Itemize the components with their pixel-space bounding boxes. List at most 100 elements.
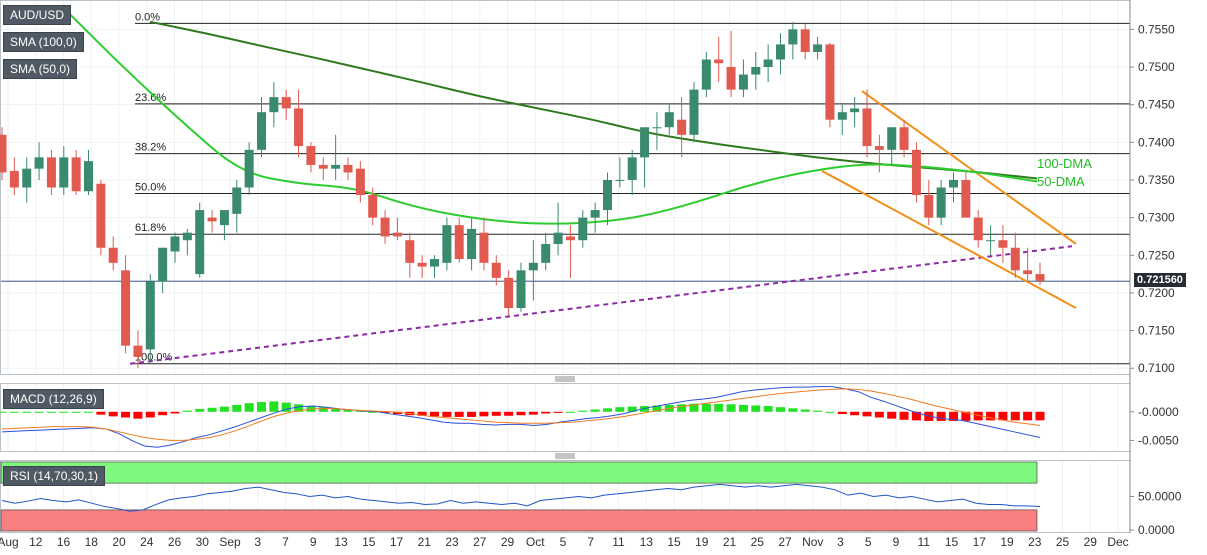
y-tick-label: 0.7150 (1138, 324, 1175, 338)
macd-label[interactable]: MACD (12,26,9) (3, 389, 104, 409)
x-tick-label: 30 (196, 535, 210, 549)
macd-bar (380, 411, 390, 413)
candle-body (454, 225, 464, 260)
macd-bar (825, 411, 835, 413)
macd-bar (22, 411, 32, 413)
macd-bar (862, 411, 872, 417)
x-tick-label: 24 (140, 535, 154, 549)
macd-y-tick-label: -0.0050 (1138, 433, 1179, 447)
x-tick-label: 25 (1056, 535, 1070, 549)
macd-y-tick-label: -0.0000 (1138, 405, 1179, 419)
candle-body (257, 112, 266, 150)
candle-body (677, 119, 687, 135)
price-pane: 0.0%23.6%38.2%50.0%61.8%100.0%100-DMA50-… (0, 0, 1131, 533)
x-tick-label: 13 (334, 535, 348, 549)
sma50-label[interactable]: SMA (50,0) (3, 59, 78, 79)
candle-body (541, 243, 551, 263)
x-tick-label: 21 (723, 535, 737, 549)
symbol-label[interactable]: AUD/USD (3, 5, 72, 25)
macd-bar (170, 411, 180, 414)
ma-annotation: 50-DMA (1037, 174, 1085, 189)
candle-body (467, 228, 477, 260)
macd-bar (615, 407, 625, 412)
macd-bar (1010, 411, 1020, 421)
macd-bar (887, 411, 897, 419)
candle-body (776, 44, 785, 60)
candle-body (973, 217, 983, 241)
x-tick-label: 29 (1084, 535, 1098, 549)
candle-body (504, 277, 514, 308)
x-tick-label: 12 (29, 535, 43, 549)
x-tick-label: 11 (612, 535, 625, 549)
y-tick-label: 0.7200 (1138, 286, 1175, 300)
x-tick-label: Sep (219, 535, 241, 549)
candle-body (590, 210, 600, 218)
candle-body (368, 195, 378, 218)
candle-body (34, 157, 44, 169)
macd-bar (430, 411, 439, 417)
candle-body (442, 225, 452, 263)
candle-body (862, 108, 872, 147)
y-tick-label: 0.7400 (1138, 135, 1175, 149)
sma100-label[interactable]: SMA (100,0) (3, 32, 84, 52)
macd-bar (726, 404, 736, 412)
candle-body (652, 127, 662, 129)
macd-bar (516, 411, 526, 416)
candle-body (430, 259, 439, 267)
candle-body (380, 217, 390, 237)
sma100-line (149, 20, 1038, 180)
rsi-overbought-zone (0, 461, 1038, 484)
rsi-line (1, 483, 1041, 512)
macd-bar (182, 410, 192, 412)
rsi-y-tick-label: 50.0000 (1138, 490, 1182, 504)
candle-body (491, 262, 501, 278)
x-tick-label: 20 (112, 535, 126, 549)
pane-resize-grip-1[interactable] (555, 376, 575, 382)
candle-body (219, 210, 229, 226)
candle-body (899, 127, 909, 150)
rsi-label[interactable]: RSI (14,70,30,1) (3, 466, 106, 486)
macd-bar (504, 411, 514, 416)
x-tick-label: 27 (473, 535, 487, 549)
x-tick-label: 9 (310, 535, 317, 549)
candle-body (207, 217, 217, 222)
macd-bar (207, 407, 217, 412)
macd-pane (0, 386, 1045, 448)
x-tick-label: 7 (587, 535, 594, 549)
macd-bar (813, 410, 823, 412)
pane-resize-grip-2[interactable] (555, 453, 575, 459)
macd-bar (689, 403, 699, 412)
x-tick-label: 27 (778, 535, 792, 549)
macd-bar (281, 402, 291, 412)
macd-bar (9, 411, 19, 413)
candle-body (9, 170, 19, 188)
macd-bar (467, 411, 477, 417)
candle-body (195, 210, 205, 275)
macd-bar (738, 404, 748, 412)
candle-body (1010, 247, 1020, 271)
candle-body (182, 232, 192, 241)
candle-body (924, 195, 934, 218)
macd-bar (590, 409, 600, 412)
candle-body (813, 44, 823, 52)
x-tick-label: 3 (254, 535, 261, 549)
macd-bar (751, 405, 761, 412)
macd-bar (763, 406, 773, 412)
macd-bar (800, 409, 810, 412)
candle-body (1023, 270, 1033, 275)
macd-bar (1035, 411, 1045, 421)
candle-body (294, 108, 304, 147)
x-tick-label: 3 (837, 535, 844, 549)
x-tick-label: 7 (282, 535, 289, 549)
rsi-oversold-zone (0, 509, 1038, 532)
y-tick-label: 0.7550 (1138, 22, 1175, 36)
candle-body (121, 270, 131, 346)
y-tick-label: 0.7500 (1138, 60, 1175, 74)
candle-body (949, 179, 958, 188)
macd-bar (34, 411, 44, 413)
fib-label: 61.8% (135, 222, 166, 234)
x-tick-label: 17 (973, 535, 987, 549)
macd-bar (269, 401, 279, 412)
macd-bar (998, 411, 1008, 421)
